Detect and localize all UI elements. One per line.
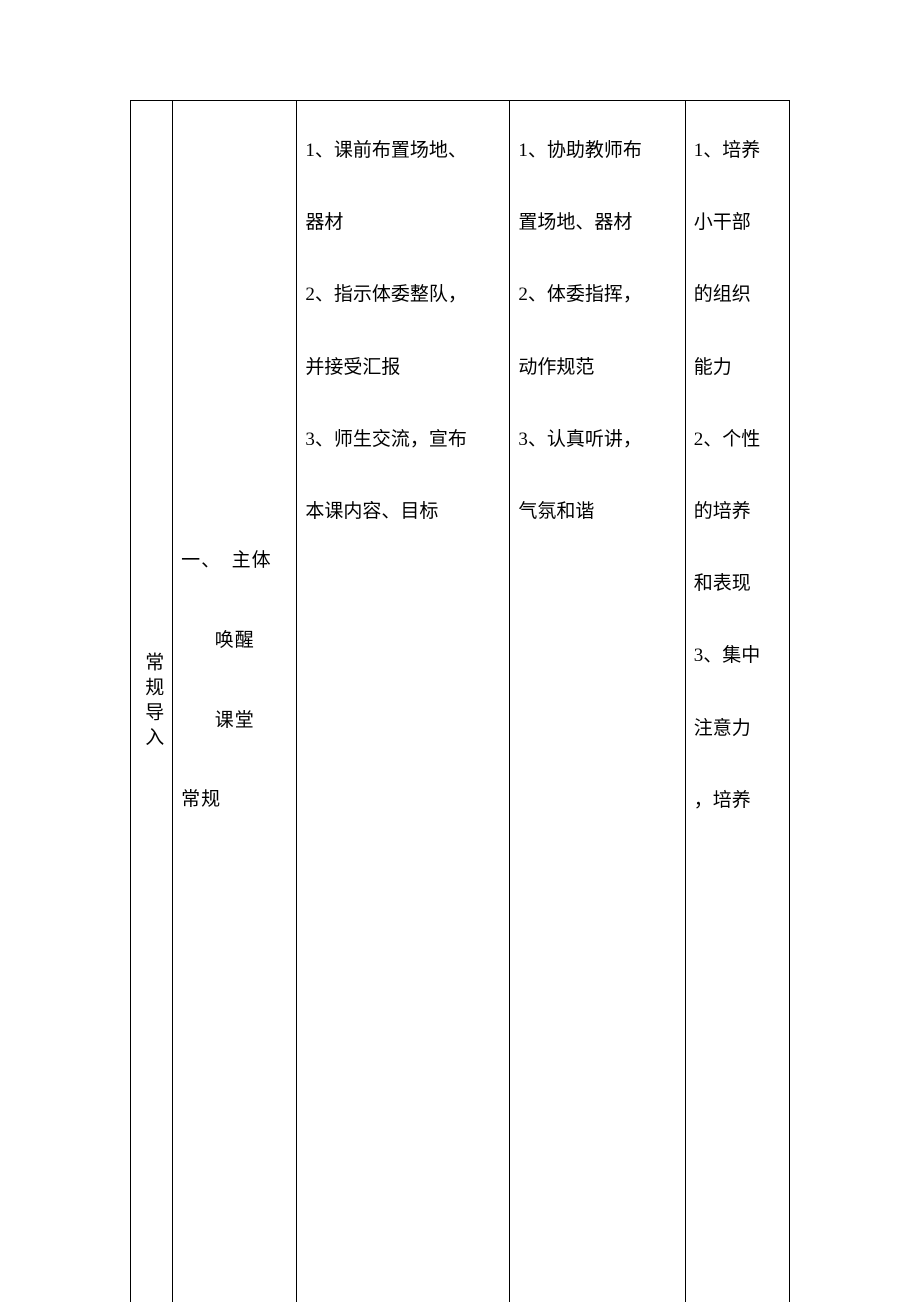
text-line: 3、认真听讲， (518, 404, 676, 476)
text-line: 能力 (694, 332, 781, 404)
section-line: 常规 (181, 760, 288, 840)
section-line: 课堂 (181, 681, 288, 761)
text-line: 置场地、器材 (518, 187, 676, 259)
section-line: 一、 主体 (181, 521, 288, 601)
text-line: 动作规范 (518, 332, 676, 404)
text-line: 和表现 (694, 548, 781, 620)
cell-phase: 常规导入 (131, 101, 173, 1302)
text-line: 1、培养 (694, 115, 781, 187)
cell-objectives: 1、培养 小干部 的组织 能力 2、个性 的培养 和表现 3、集中 注意力 ，培… (685, 101, 789, 1302)
table-row: 常规导入 一、 主体 唤醒 课堂 常规 1、课前布置场地、 器材 2、指示体委整… (131, 101, 790, 1302)
section-line: 唤醒 (181, 601, 288, 681)
cell-section: 一、 主体 唤醒 课堂 常规 (173, 101, 297, 1302)
text-line: 1、协助教师布 (518, 115, 676, 187)
text-line: 3、集中 (694, 620, 781, 692)
text-line: 并接受汇报 (305, 332, 501, 404)
text-line: ，培养 (694, 765, 781, 837)
phase-label: 常规导入 (135, 652, 169, 752)
text-line: 的培养 (694, 476, 781, 548)
text-line: 2、体委指挥， (518, 259, 676, 331)
cell-teacher-activity: 1、课前布置场地、 器材 2、指示体委整队， 并接受汇报 3、师生交流，宣布 本… (297, 101, 510, 1302)
text-line: 本课内容、目标 (305, 476, 501, 548)
document-page: 常规导入 一、 主体 唤醒 课堂 常规 1、课前布置场地、 器材 2、指示体委整… (130, 100, 790, 1302)
text-line: 器材 (305, 187, 501, 259)
text-line: 气氛和谐 (518, 476, 676, 548)
text-line: 注意力 (694, 693, 781, 765)
text-line: 小干部 (694, 187, 781, 259)
text-line: 2、指示体委整队， (305, 259, 501, 331)
text-line: 的组织 (694, 259, 781, 331)
section-content: 一、 主体 唤醒 课堂 常规 (181, 521, 288, 840)
text-line: 1、课前布置场地、 (305, 115, 501, 187)
cell-student-activity: 1、协助教师布 置场地、器材 2、体委指挥， 动作规范 3、认真听讲， 气氛和谐 (510, 101, 685, 1302)
text-line: 3、师生交流，宣布 (305, 404, 501, 476)
lesson-plan-table: 常规导入 一、 主体 唤醒 课堂 常规 1、课前布置场地、 器材 2、指示体委整… (130, 100, 790, 1302)
text-line: 2、个性 (694, 404, 781, 476)
